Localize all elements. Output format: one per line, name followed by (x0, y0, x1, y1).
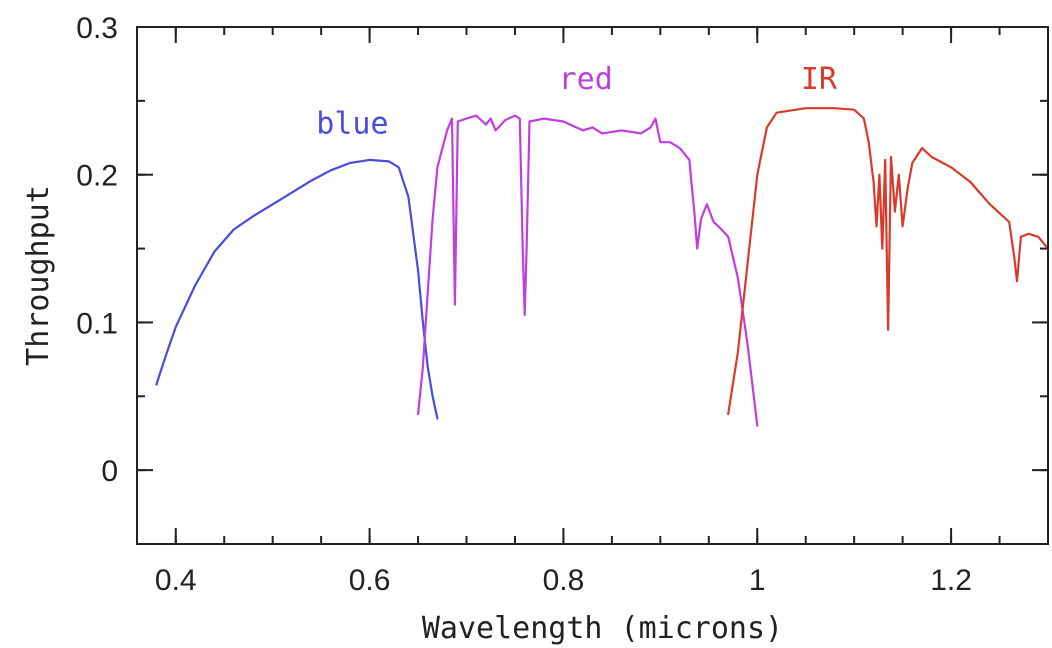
x-tick-label: 0.6 (349, 564, 391, 597)
series-label-red: red (559, 62, 613, 97)
y-axis-title: Throughput (21, 185, 56, 366)
series-label-blue: blue (316, 106, 388, 141)
minor-ticks (137, 26, 1049, 545)
series-labels: blue red IR (316, 62, 838, 141)
y-tick-label: 0 (101, 455, 118, 488)
x-tick-label: 0.4 (155, 564, 197, 597)
y-tick-label: 0.1 (76, 307, 118, 340)
y-tick-label: 0.2 (76, 160, 118, 193)
x-tick-label: 1 (749, 564, 766, 597)
x-tick-labels: 0.4 0.6 0.8 1 1.2 (155, 564, 972, 597)
x-axis-title: Wavelength (microns) (422, 611, 783, 646)
series-line-ir (727, 107, 1050, 416)
series-label-ir: IR (801, 62, 838, 97)
series-line-red (417, 114, 759, 427)
x-tick-label: 0.8 (543, 564, 585, 597)
x-tick-label: 1.2 (930, 564, 972, 597)
y-tick-labels: 0 0.1 0.2 0.3 (76, 12, 118, 488)
series-lines (155, 107, 1050, 427)
major-ticks (137, 26, 1048, 544)
y-tick-label: 0.3 (76, 12, 118, 45)
series-line-blue (155, 158, 439, 420)
plot-frame (136, 26, 1049, 545)
